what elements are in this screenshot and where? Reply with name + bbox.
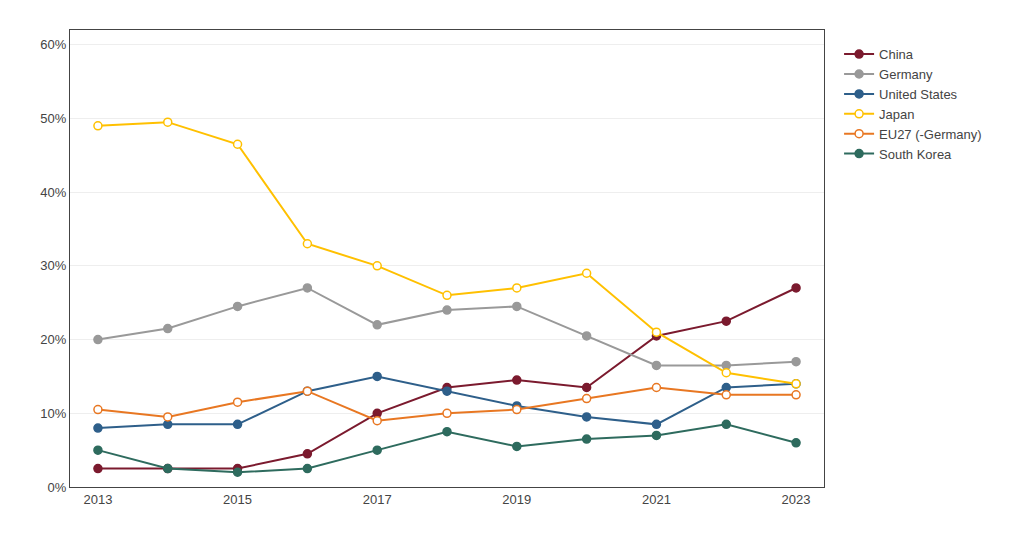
svg-text:EU27 (-Germany): EU27 (-Germany)	[879, 127, 982, 142]
svg-text:20%: 20%	[40, 332, 66, 347]
svg-text:2017: 2017	[363, 492, 392, 507]
svg-text:2013: 2013	[83, 492, 112, 507]
svg-text:Germany: Germany	[879, 67, 933, 82]
svg-text:2019: 2019	[502, 492, 531, 507]
svg-text:2023: 2023	[782, 492, 811, 507]
svg-text:10%: 10%	[40, 406, 66, 421]
svg-text:United States: United States	[879, 87, 958, 102]
svg-text:50%: 50%	[40, 111, 66, 126]
svg-text:Japan: Japan	[879, 107, 914, 122]
svg-text:60%: 60%	[40, 37, 66, 52]
svg-text:China: China	[879, 47, 914, 62]
svg-text:0%: 0%	[48, 480, 67, 495]
svg-text:40%: 40%	[40, 185, 66, 200]
svg-text:South Korea: South Korea	[879, 147, 952, 162]
svg-text:30%: 30%	[40, 258, 66, 273]
svg-text:2021: 2021	[642, 492, 671, 507]
svg-text:2015: 2015	[223, 492, 252, 507]
